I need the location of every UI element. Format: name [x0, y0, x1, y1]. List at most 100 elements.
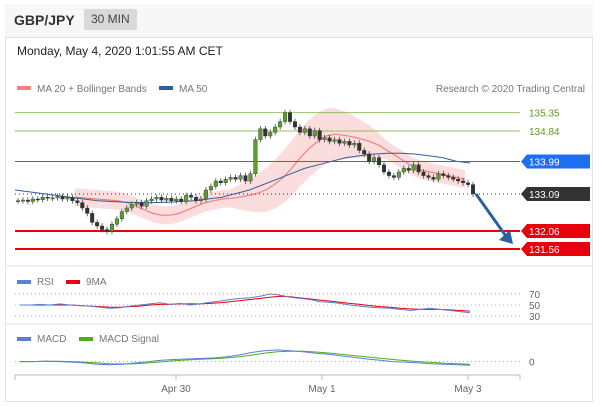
- candle: [451, 174, 456, 183]
- candle-body: [307, 128, 312, 137]
- candle: [367, 151, 372, 165]
- candle-body: [248, 173, 253, 182]
- candle: [134, 199, 139, 208]
- candle: [441, 170, 446, 179]
- candle: [213, 178, 218, 190]
- candle-body: [213, 180, 218, 187]
- candle-body: [327, 137, 332, 142]
- legend-macd-swatch: [17, 337, 31, 341]
- level-label-134.84: 134.84: [529, 127, 560, 138]
- candle: [169, 195, 174, 204]
- candle: [357, 140, 362, 154]
- candle: [144, 197, 149, 210]
- candle-body: [218, 180, 223, 183]
- candle: [149, 196, 154, 204]
- candle: [322, 134, 327, 143]
- candle-body: [60, 196, 65, 200]
- level-tag-131.56: 131.56: [521, 242, 590, 257]
- candle-body: [80, 202, 85, 209]
- candle-body: [134, 202, 139, 205]
- candle: [302, 125, 307, 136]
- candle: [189, 192, 194, 201]
- candle: [258, 125, 263, 143]
- candle: [35, 196, 40, 203]
- candle-body: [174, 198, 179, 201]
- candle-body: [466, 182, 471, 185]
- candle-body: [55, 196, 60, 199]
- candle-body: [194, 196, 199, 201]
- candle: [342, 138, 347, 147]
- candle: [208, 183, 213, 193]
- candle-body: [139, 202, 144, 207]
- candle-body: [372, 157, 377, 162]
- candle-body: [322, 137, 327, 140]
- candle: [70, 194, 75, 204]
- candle: [154, 194, 159, 202]
- candle: [466, 179, 471, 188]
- candle: [194, 194, 199, 204]
- ma20-line: [74, 133, 466, 216]
- candle: [95, 219, 100, 229]
- candle-body: [35, 198, 40, 201]
- candle: [431, 174, 436, 183]
- candle: [386, 169, 391, 179]
- candle-body: [471, 184, 476, 195]
- candle: [248, 170, 253, 184]
- candle-body: [401, 168, 406, 173]
- candle: [446, 172, 451, 181]
- candle-body: [45, 196, 50, 199]
- candle: [337, 136, 342, 147]
- candle-body: [144, 200, 149, 207]
- legend-9ma-swatch: [66, 280, 80, 284]
- candle: [456, 176, 461, 184]
- candle-body: [179, 198, 184, 202]
- legend-ma20-label: MA 20 + Bollinger Bands: [37, 84, 147, 95]
- candle-body: [312, 130, 317, 137]
- candle-body: [65, 196, 70, 200]
- candle: [100, 223, 105, 233]
- candle-body: [302, 128, 307, 133]
- rsi-level-label: 70: [529, 290, 541, 301]
- candle: [317, 127, 322, 143]
- candle-body: [30, 198, 35, 202]
- candle-body: [238, 175, 243, 180]
- level-tag-bg: [521, 154, 590, 169]
- candle: [203, 187, 208, 202]
- candle: [288, 109, 293, 125]
- level-tag-133.99: 133.99: [521, 154, 590, 169]
- candle-body: [451, 177, 456, 180]
- candle-body: [283, 112, 288, 122]
- candle: [50, 195, 55, 202]
- candle-body: [228, 177, 233, 180]
- level-tag-text: 133.09: [529, 190, 560, 201]
- candle-body: [184, 195, 189, 202]
- candle-body: [347, 141, 352, 146]
- candle-body: [105, 229, 110, 232]
- candle: [179, 196, 184, 205]
- candle-body: [421, 171, 426, 176]
- candle: [416, 161, 421, 175]
- rsi-level-label: 50: [529, 301, 541, 312]
- candle: [283, 109, 288, 125]
- candle-body: [243, 175, 248, 182]
- timeframe-badge[interactable]: 30 MIN: [84, 9, 137, 30]
- legend-rsi-swatch: [17, 280, 31, 284]
- candle-body: [411, 164, 416, 171]
- candle-body: [20, 199, 25, 202]
- candle-body: [90, 213, 95, 223]
- candle: [278, 118, 283, 130]
- candle-body: [208, 186, 213, 191]
- candle: [292, 118, 297, 130]
- candle: [297, 124, 302, 136]
- candle: [119, 208, 124, 222]
- candle-body: [446, 175, 451, 178]
- candle: [352, 140, 357, 148]
- candle: [174, 196, 179, 204]
- level-tag-132.06: 132.06: [521, 224, 590, 239]
- candle: [401, 165, 406, 175]
- x-tick-label: May 3: [454, 384, 482, 395]
- candle-body: [203, 189, 208, 200]
- candle-body: [164, 198, 169, 201]
- candle: [327, 134, 332, 145]
- candle: [238, 172, 243, 183]
